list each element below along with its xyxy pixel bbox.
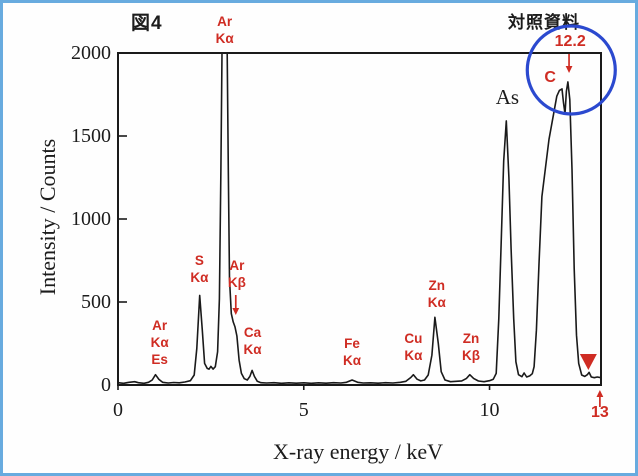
ar-kb-arrow-head [232, 308, 240, 315]
y-tick-label-2000: 2000 [71, 42, 111, 64]
peak-label-zn-kb: Zn Kβ [461, 331, 480, 363]
peak-label-ar-ka-escape: Ar Kα Es [150, 318, 169, 367]
peak-12-2-arrow-head [565, 66, 573, 73]
peak-label-zn-ka: Zn Kα [427, 278, 446, 310]
peak-label-ar-kb: Ar Kβ [227, 258, 246, 290]
spectrum-curve [117, 52, 602, 385]
figure-title: 図4 [131, 13, 163, 34]
peak-label-c-peak: C [544, 69, 556, 86]
peak-label-as-peak: As [495, 85, 520, 109]
spectrum-plot [117, 24, 617, 407]
y-axis-title: Intensity / Counts [35, 138, 60, 296]
axis-13-arrow-head [596, 390, 604, 397]
y-tick-label-500: 500 [81, 291, 111, 313]
highlight-circle [525, 24, 617, 116]
peak-label-energy-13: 13 [590, 404, 609, 421]
peak-label-energy-12-2: 12.2 [554, 33, 586, 50]
peak-label-fe-ka: Fe Kα [343, 336, 362, 368]
peak-label-ar-ka: Ar Kα [215, 14, 234, 46]
x-tick-label-5: 5 [298, 399, 309, 421]
x-tick-label-10: 10 [479, 399, 500, 421]
peak-label-cu-ka: Cu Kα [404, 331, 423, 363]
y-tick-label-0: 0 [101, 374, 111, 396]
peak-label-s-ka: S Kα [190, 253, 209, 285]
x-axis-title: X-ray energy / keV [272, 439, 444, 464]
peak-label-ca-ka: Ca Kα [243, 325, 262, 357]
y-tick-label-1000: 1000 [71, 208, 111, 230]
x-tick-label-0: 0 [113, 399, 123, 421]
triangle-marker-icon [579, 354, 597, 370]
y-tick-label-1500: 1500 [71, 125, 111, 147]
